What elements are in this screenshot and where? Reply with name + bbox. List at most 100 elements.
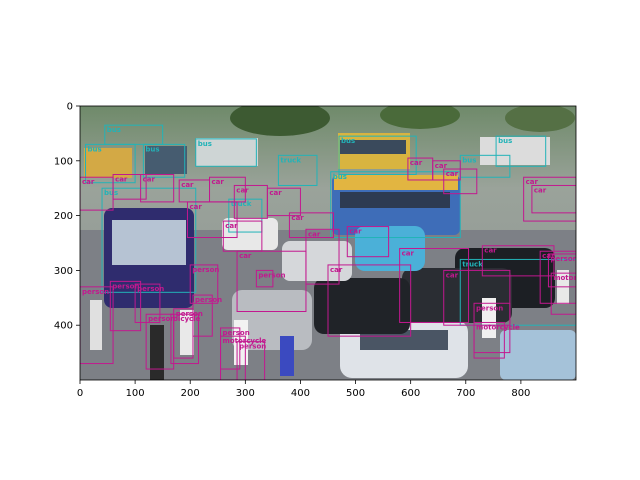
- detection-label: car: [115, 176, 128, 184]
- axes-frame: [79, 105, 577, 381]
- y-tick-label: 200: [54, 211, 73, 222]
- detection-box-person: [189, 264, 219, 304]
- detection-box-person: [547, 253, 576, 288]
- detection-box-person: [134, 283, 161, 323]
- detection-label: car: [330, 266, 343, 274]
- detection-label: car: [189, 203, 202, 211]
- detection-label: person: [195, 296, 222, 304]
- detection-label: bus: [107, 126, 121, 134]
- detection-box-motorcycle: [550, 272, 576, 315]
- detection-label: truck: [280, 156, 301, 164]
- detection-box-person: [236, 341, 266, 380]
- detection-label: motorcycle: [553, 274, 597, 282]
- detection-label: bus: [341, 137, 355, 145]
- x-tick-label: 200: [181, 388, 200, 399]
- detection-box-motorcycle: [473, 321, 505, 359]
- detection-box-car: [288, 212, 335, 239]
- detection-box-car: [305, 228, 340, 285]
- detection-box-car: [531, 184, 576, 214]
- detection-label: motorcycle: [223, 337, 267, 345]
- detection-box-car: [399, 247, 470, 323]
- detection-box-car: [327, 264, 412, 337]
- detection-box-bus: [495, 135, 547, 167]
- detection-label: truck: [462, 260, 483, 268]
- detection-label: bus: [462, 156, 476, 164]
- detection-label: person: [82, 288, 109, 296]
- detection-box-car: [481, 245, 555, 277]
- detection-label: bus: [104, 189, 118, 197]
- detection-box-person: [109, 280, 142, 332]
- detection-box-car: [222, 220, 263, 252]
- x-tick-label: 700: [456, 388, 475, 399]
- detection-label: car: [143, 176, 156, 184]
- detection-label: car: [526, 178, 539, 186]
- detection-label: person: [192, 266, 219, 274]
- detection-box-person: [192, 294, 213, 337]
- x-axis-ticks: 0 100 200 300 400 500 600 700 800: [77, 380, 530, 399]
- detection-box-car: [523, 176, 576, 222]
- detection-label: person: [239, 343, 266, 351]
- y-tick-label: 300: [54, 266, 73, 277]
- detection-label: car: [269, 189, 282, 197]
- detection-label: bicycle: [173, 315, 201, 323]
- detection-label: car: [484, 247, 497, 255]
- detection-box-car: [80, 176, 114, 211]
- detection-box-truck: [277, 154, 318, 186]
- detection-label: bus: [333, 173, 347, 181]
- detection-box-bicycle: [170, 313, 199, 365]
- detection-box-car: [539, 250, 576, 304]
- detection-box-bus: [330, 171, 461, 239]
- y-tick-label: 100: [54, 156, 73, 167]
- detection-label: truck: [231, 200, 252, 208]
- y-tick-label: 400: [54, 321, 73, 332]
- detection-label: person: [137, 285, 164, 293]
- detection-label: car: [236, 186, 249, 194]
- detection-box-bus: [338, 135, 417, 175]
- x-tick-label: 100: [126, 388, 145, 399]
- x-tick-label: 500: [346, 388, 365, 399]
- detection-label: bus: [145, 145, 159, 153]
- y-axis-ticks: 0 100 200 300 400: [54, 102, 80, 332]
- x-tick-label: 600: [401, 388, 420, 399]
- x-tick-label: 0: [77, 388, 83, 399]
- detection-box-motorcycle: [220, 335, 246, 380]
- detection-label: car: [291, 214, 304, 222]
- detection-label: car: [82, 178, 95, 186]
- detection-box-person: [255, 269, 274, 288]
- detection-label: car: [308, 230, 321, 238]
- detection-boxes: bus bus bus bus bus bus bus bus bus truck truck tru…: [80, 124, 597, 380]
- detection-label: car: [349, 228, 362, 236]
- detection-box-car: [432, 160, 461, 181]
- detection-box-car: [443, 269, 511, 326]
- detection-box-bus: [195, 138, 257, 167]
- photo-area: [80, 106, 576, 380]
- detection-label: bus: [498, 137, 512, 145]
- detection-box-car: [346, 226, 390, 258]
- detection-label: person: [112, 282, 139, 290]
- detection-label: car: [239, 252, 252, 260]
- detection-label: car: [402, 249, 415, 257]
- x-tick-label: 400: [291, 388, 310, 399]
- detection-box-bus: [142, 143, 186, 178]
- detection-label: car: [446, 271, 459, 279]
- detection-box-car: [178, 179, 211, 203]
- detection-label: person: [148, 315, 175, 323]
- detection-label: person: [258, 271, 285, 279]
- x-tick-label: 800: [511, 388, 530, 399]
- detection-box-bus: [101, 187, 197, 293]
- detection-label: car: [446, 170, 459, 178]
- y-tick-label: 0: [67, 102, 73, 113]
- detection-label: bus: [88, 145, 102, 153]
- detection-label: car: [435, 162, 448, 170]
- detection-label: car: [181, 181, 194, 189]
- detection-label: motorcycle: [476, 323, 520, 331]
- detection-label: car: [212, 178, 225, 186]
- detection-label: person: [476, 304, 503, 312]
- detection-label: car: [410, 159, 423, 167]
- detection-label: person: [223, 329, 250, 337]
- detection-label: car: [534, 186, 547, 194]
- detection-label: car: [225, 222, 238, 230]
- detection-label: person: [550, 255, 577, 263]
- detection-box-person: [80, 286, 114, 365]
